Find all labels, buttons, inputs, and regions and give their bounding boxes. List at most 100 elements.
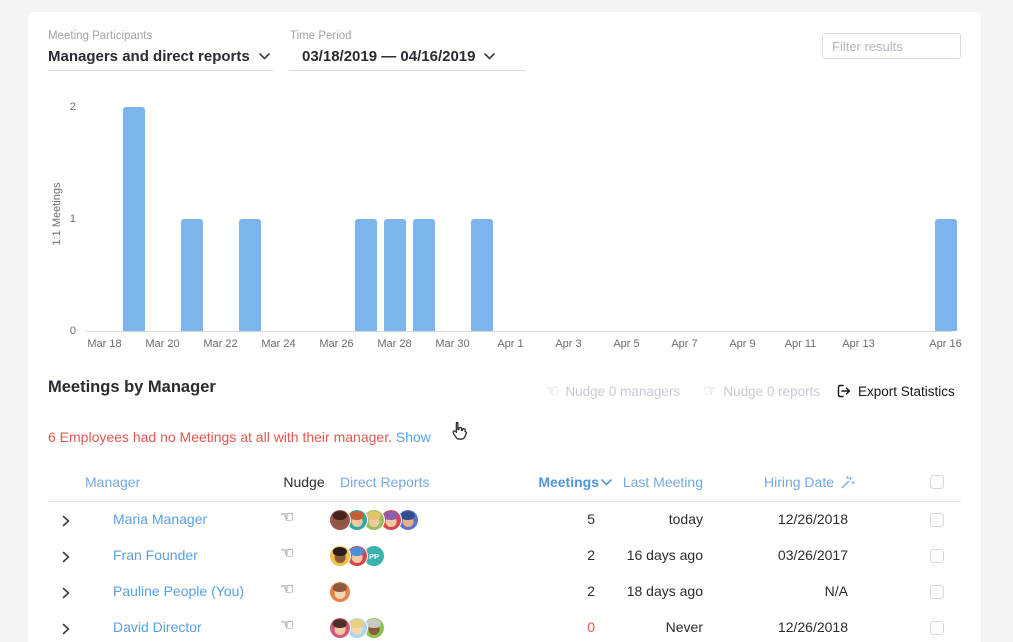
avatar-hair xyxy=(332,619,348,629)
nudge-managers-button[interactable]: ☜ Nudge 0 managers xyxy=(545,381,680,401)
chart-bar-mar-29[interactable] xyxy=(412,219,435,331)
y-tick-1: 1 xyxy=(69,213,76,225)
nudge-hand-icon: ☞ xyxy=(703,381,718,400)
avatar-hair xyxy=(349,547,365,557)
participants-underline xyxy=(48,70,273,71)
y-tick-0: 0 xyxy=(69,325,76,337)
alert-text: 6 Employees had no Meetings at all with … xyxy=(48,429,392,445)
x-tick-label: Apr 1 xyxy=(497,338,524,350)
last-meeting-value: 16 days ago xyxy=(626,547,703,563)
avatar-hair xyxy=(332,583,348,593)
avatar-hair xyxy=(349,619,365,629)
column-header-direct-reports[interactable]: Direct Reports xyxy=(340,474,430,490)
report-avatar[interactable] xyxy=(347,510,367,530)
chart-bar-mar-28[interactable] xyxy=(383,219,406,331)
chart-bar-mar-31[interactable] xyxy=(470,219,493,331)
report-avatar[interactable] xyxy=(330,582,350,602)
table-row: David Director ☜ 0 Never 12/26/2018 xyxy=(48,610,961,642)
time-period-underline xyxy=(290,70,525,71)
column-header-hiring-date[interactable]: Hiring Date xyxy=(764,474,855,490)
nudge-reports-label: Nudge 0 reports xyxy=(723,383,821,399)
report-avatar[interactable] xyxy=(398,510,418,530)
row-checkbox[interactable] xyxy=(930,549,944,563)
report-avatar[interactable] xyxy=(364,510,384,530)
avatar-initials: PP xyxy=(368,551,379,561)
hiring-date-value: 03/26/2017 xyxy=(777,547,848,563)
nudge-hand-icon[interactable]: ☜ xyxy=(279,579,295,598)
column-header-nudge: Nudge xyxy=(283,474,325,490)
table-header: Manager Nudge Direct Reports Meetings La… xyxy=(48,464,961,501)
nudge-hand-icon[interactable]: ☜ xyxy=(279,507,295,526)
export-statistics-button[interactable]: Export Statistics xyxy=(836,381,955,401)
hiring-date-value: N/A xyxy=(824,583,848,599)
report-avatar[interactable] xyxy=(381,510,401,530)
meeting-participants-label: Meeting Participants xyxy=(48,30,153,42)
report-avatar[interactable] xyxy=(330,546,350,566)
avatar-face xyxy=(368,516,380,528)
avatar-face xyxy=(402,516,414,528)
avatar-face xyxy=(385,516,397,528)
report-avatar[interactable] xyxy=(347,618,367,638)
select-all-checkbox[interactable] xyxy=(930,475,944,489)
avatar-face xyxy=(334,588,346,600)
report-avatar[interactable] xyxy=(330,618,350,638)
chart-bar-mar-23[interactable] xyxy=(238,219,261,331)
nudge-hand-icon: ☜ xyxy=(545,381,560,400)
time-period-label: Time Period xyxy=(290,30,352,42)
sort-descending-icon xyxy=(601,478,612,486)
x-tick-label: Apr 16 xyxy=(929,338,962,350)
report-avatar[interactable] xyxy=(330,510,350,530)
avatar-face xyxy=(334,552,346,564)
chart-bar-apr-16[interactable] xyxy=(934,219,957,331)
time-period-dropdown[interactable]: 03/18/2019 — 04/16/2019 xyxy=(302,48,496,65)
x-tick-label: Apr 7 xyxy=(671,338,698,350)
avatar-hair xyxy=(332,547,348,557)
column-header-manager[interactable]: Manager xyxy=(85,474,141,490)
manager-name-link[interactable]: Pauline People (You) xyxy=(113,583,245,599)
avatar-face xyxy=(334,516,346,528)
report-avatar[interactable]: PP xyxy=(364,546,384,566)
filter-results-input[interactable] xyxy=(822,33,961,59)
report-avatar[interactable] xyxy=(364,618,384,638)
avatar-face xyxy=(351,516,363,528)
chart-bar-mar-19[interactable] xyxy=(122,107,145,331)
meeting-participants-value: Managers and direct reports xyxy=(48,48,250,65)
column-header-last-meeting[interactable]: Last Meeting xyxy=(622,474,703,490)
nudge-hand-icon[interactable]: ☜ xyxy=(279,615,295,634)
x-tick-label: Apr 9 xyxy=(729,338,756,350)
expand-row-chevron-icon[interactable] xyxy=(60,623,72,635)
nudge-hand-icon[interactable]: ☜ xyxy=(279,543,295,562)
row-checkbox[interactable] xyxy=(930,585,944,599)
manager-name-link[interactable]: David Director xyxy=(113,619,202,635)
chart-bar-mar-21[interactable] xyxy=(180,219,203,331)
expand-row-chevron-icon[interactable] xyxy=(60,551,72,563)
x-tick-label: Mar 22 xyxy=(203,338,238,350)
row-checkbox[interactable] xyxy=(930,621,944,635)
report-avatar[interactable] xyxy=(347,546,367,566)
meetings-count: 2 xyxy=(587,583,595,599)
manager-name-link[interactable]: Fran Founder xyxy=(113,547,198,563)
avatar-hair xyxy=(400,511,416,521)
meeting-participants-dropdown[interactable]: Managers and direct reports xyxy=(48,48,270,65)
meetings-bar-chart xyxy=(90,107,960,331)
column-header-meetings[interactable]: Meetings xyxy=(538,474,612,490)
x-tick-label: Mar 18 xyxy=(87,338,122,350)
avatar-face xyxy=(351,624,363,636)
hiring-date-header-label: Hiring Date xyxy=(763,474,834,490)
chart-bar-mar-27[interactable] xyxy=(354,219,377,331)
x-tick-label: Apr 11 xyxy=(784,338,817,350)
meetings-count: 0 xyxy=(587,619,595,635)
table-row: Fran Founder ☜ PP 2 16 days ago 03/26/20… xyxy=(48,538,961,574)
chevron-down-icon xyxy=(484,53,496,60)
section-title: Meetings by Manager xyxy=(48,378,216,396)
expand-row-chevron-icon[interactable] xyxy=(60,587,72,599)
chevron-down-icon xyxy=(258,53,270,60)
show-link[interactable]: Show xyxy=(395,429,431,445)
avatar-face xyxy=(368,624,380,636)
expand-row-chevron-icon[interactable] xyxy=(60,515,72,527)
x-tick-label: Mar 24 xyxy=(261,338,296,350)
avatar-hair xyxy=(349,511,365,521)
manager-name-link[interactable]: Maria Manager xyxy=(113,511,208,527)
nudge-reports-button[interactable]: ☞ Nudge 0 reports xyxy=(703,381,820,401)
row-checkbox[interactable] xyxy=(930,513,944,527)
